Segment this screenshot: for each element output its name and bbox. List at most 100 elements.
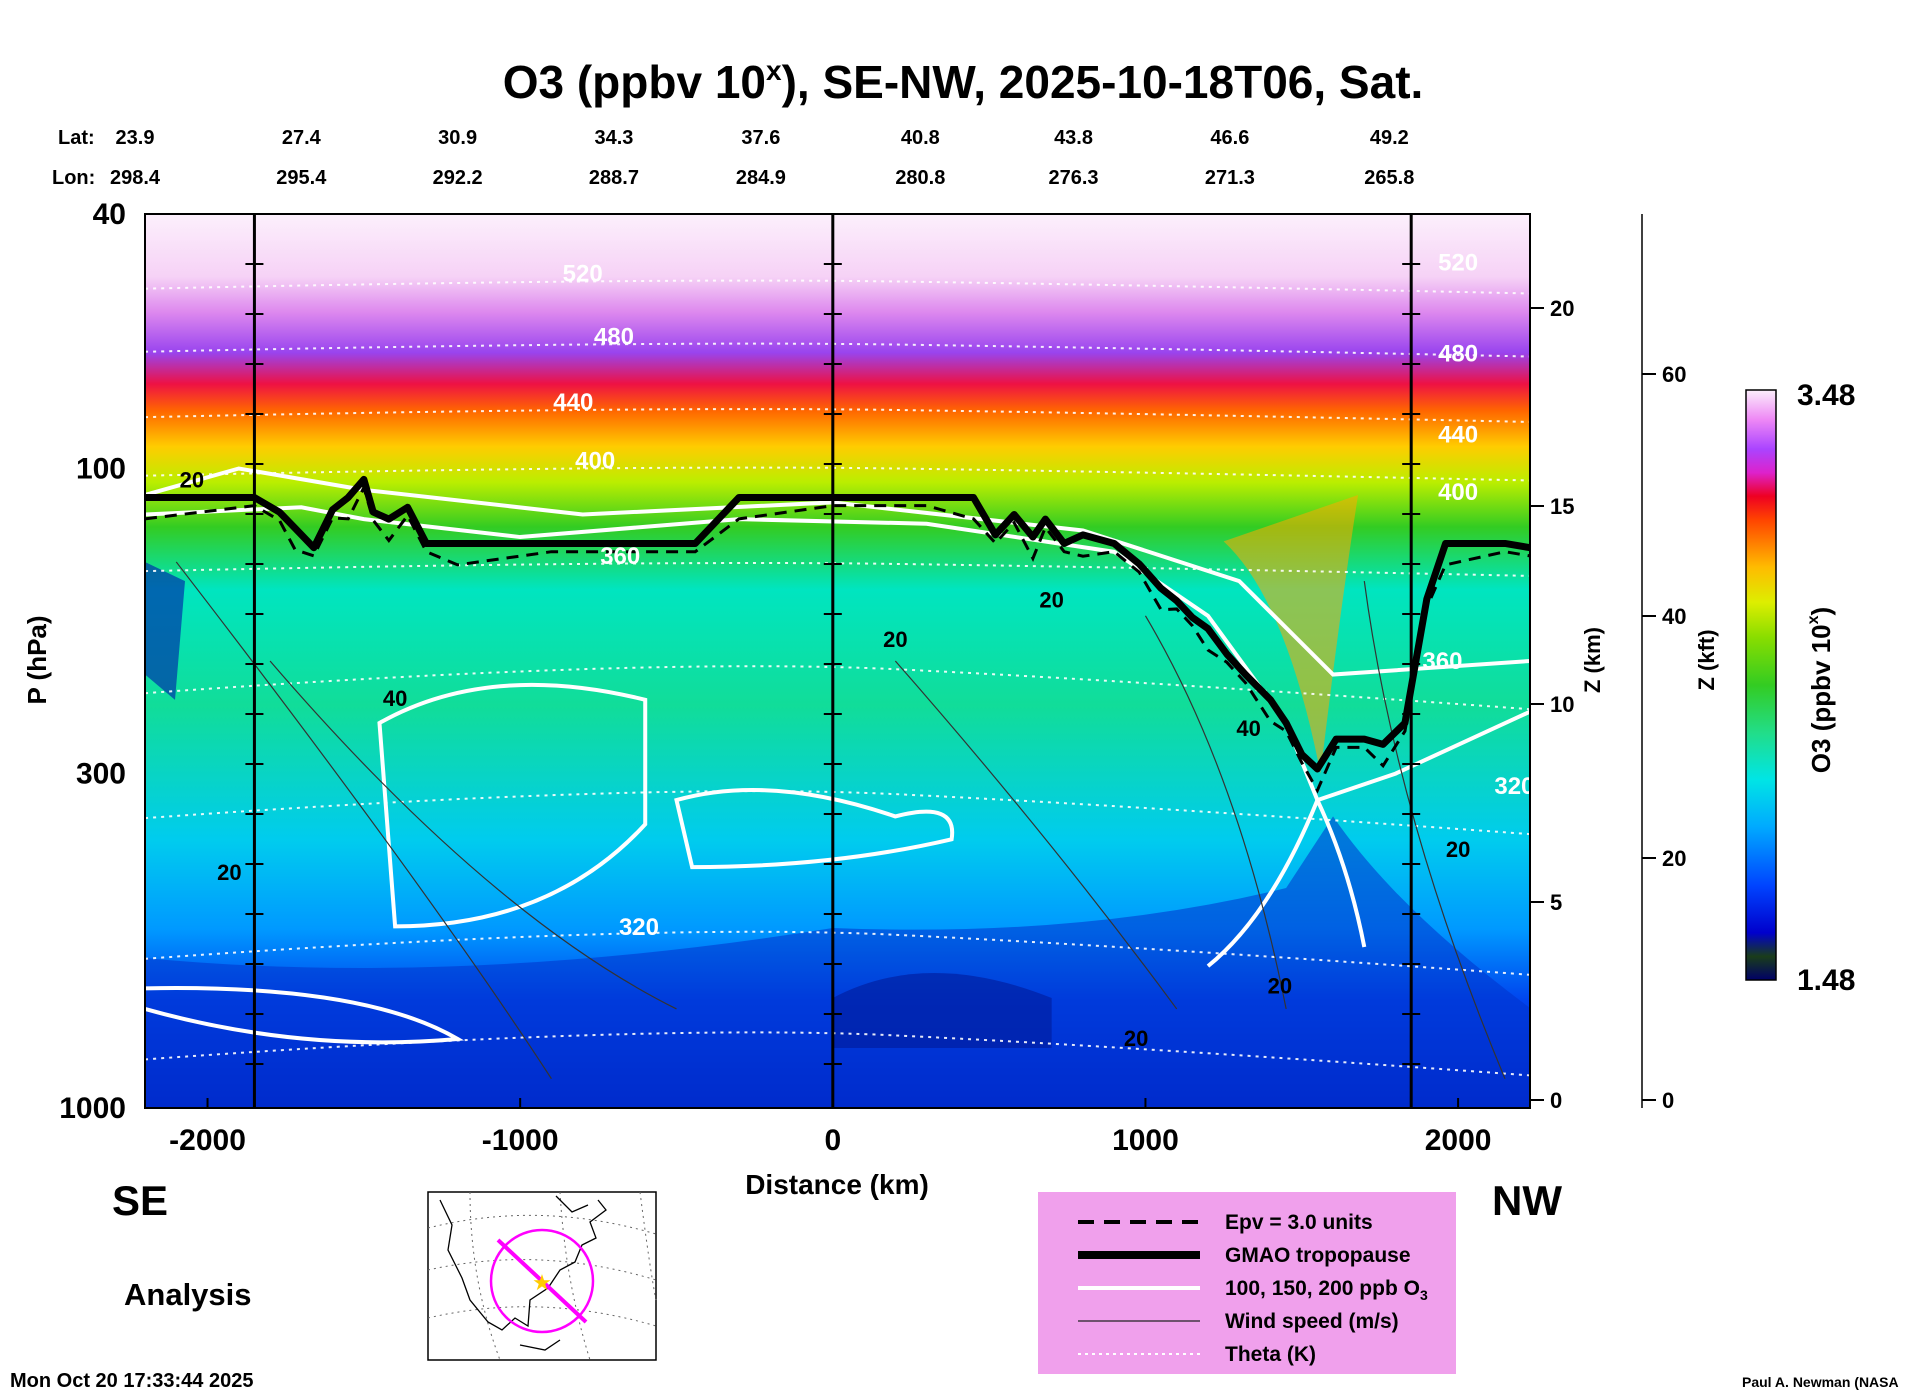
axes: -2000 -1000 0 1000 2000 40 100 300 1000 0 5 10 15 20 0… xyxy=(59,198,1686,1157)
theta-label: 520 xyxy=(1438,249,1478,276)
theta-label: 360 xyxy=(1422,648,1462,675)
locator-map: ★ xyxy=(427,1191,657,1361)
se-label: SE xyxy=(112,1177,168,1224)
theta-line xyxy=(145,1031,1530,1077)
map-star-icon: ★ xyxy=(532,1270,552,1295)
theta-label: 360 xyxy=(600,543,640,570)
z-km-axis-label: Z (km) xyxy=(1580,627,1605,693)
wind-contour xyxy=(1144,615,1287,1010)
z-kft-axis-label: Z (kft) xyxy=(1694,629,1719,690)
lon-value: 265.8 xyxy=(1364,167,1414,189)
x-tick-label: -2000 xyxy=(169,1124,246,1157)
legend-label-epv: Epv = 3.0 units xyxy=(1225,1211,1373,1234)
blue-plume xyxy=(145,561,185,700)
o3-contour xyxy=(145,986,465,1045)
wind-contour xyxy=(269,660,677,1010)
wind-contour xyxy=(894,660,1178,1010)
lat-value: 30.9 xyxy=(438,127,477,149)
lat-value: 37.6 xyxy=(741,127,780,149)
lon-value: 288.7 xyxy=(589,167,639,189)
theta-label: 480 xyxy=(594,324,634,351)
x-tick-label: 1000 xyxy=(1112,1124,1179,1157)
legend-label-theta: Theta (K) xyxy=(1225,1343,1316,1366)
wind-speed-label: 20 xyxy=(1268,973,1292,998)
lat-value: 23.9 xyxy=(116,127,155,149)
analysis-label: Analysis xyxy=(124,1277,252,1312)
lon-value: 284.9 xyxy=(736,167,786,189)
colorbar-max-label: 3.48 xyxy=(1797,379,1855,412)
colorbar-min-label: 1.48 xyxy=(1797,964,1855,997)
theta-label: 440 xyxy=(553,389,593,416)
z-kft-tick-label: 20 xyxy=(1662,846,1686,871)
theta-label: 320 xyxy=(1494,773,1534,800)
wind-speed-label: 40 xyxy=(1236,716,1260,741)
lon-label: Lon: xyxy=(52,167,95,189)
x-tick-label: 2000 xyxy=(1425,1124,1492,1157)
p-tick-label: 1000 xyxy=(59,1092,126,1125)
o3-contour xyxy=(674,787,955,870)
lat-value: 27.4 xyxy=(282,127,322,149)
lon-value: 280.8 xyxy=(895,167,945,189)
credit: Paul A. Newman (NASA xyxy=(1742,1374,1899,1390)
theta-label: 320 xyxy=(619,914,659,941)
z-km-tick-label: 10 xyxy=(1550,692,1574,717)
colorbar-title: O3 (ppbv 10x) xyxy=(1805,607,1836,773)
theta-label: 480 xyxy=(1438,340,1478,367)
o3-contour xyxy=(377,682,648,929)
theta-line xyxy=(145,665,1530,711)
theta-line xyxy=(145,930,1530,976)
wind-speed-label: 20 xyxy=(180,467,204,492)
z-kft-tick-label: 40 xyxy=(1662,604,1686,629)
p-tick-label: 40 xyxy=(93,198,126,231)
contour-overlays: 520 520 480 480 440 440 400 400 360 360 320 320 20 40… xyxy=(145,249,1534,1080)
lat-value: 49.2 xyxy=(1370,127,1409,149)
wind-contour xyxy=(1363,581,1506,1079)
map-transect-line xyxy=(496,1238,588,1324)
legend-label-o3: 100, 150, 200 ppb O3 xyxy=(1225,1277,1428,1303)
z-km-tick-label: 5 xyxy=(1550,890,1562,915)
z-km-tick-label: 15 xyxy=(1550,494,1574,519)
tropopause-line xyxy=(145,475,1530,773)
lat-label: Lat: xyxy=(58,127,95,149)
wind-contour xyxy=(175,561,552,1080)
theta-label: 400 xyxy=(575,447,615,474)
p-tick-label: 100 xyxy=(76,452,126,485)
wind-speed-label: 20 xyxy=(1124,1026,1148,1051)
x-tick-label: 0 xyxy=(824,1124,841,1157)
nw-label: NW xyxy=(1492,1177,1562,1224)
dark-blue-core xyxy=(832,973,1052,1048)
timestamp: Mon Oct 20 17:33:44 2025 xyxy=(10,1370,253,1392)
coastline xyxy=(439,1195,607,1351)
lon-value: 292.2 xyxy=(433,167,483,189)
o3-contour xyxy=(1206,795,1367,968)
theta-label: 520 xyxy=(563,260,603,287)
theta-label: 400 xyxy=(1438,479,1478,506)
z-km-tick-label: 0 xyxy=(1550,1088,1562,1113)
z-kft-tick-label: 60 xyxy=(1662,362,1686,387)
lon-value: 295.4 xyxy=(276,167,327,189)
y-axis-label: P (hPa) xyxy=(22,615,52,704)
map-range-circle xyxy=(489,1228,595,1334)
lat-value: 40.8 xyxy=(901,127,940,149)
theta-line xyxy=(145,790,1530,836)
legend-label-wind: Wind speed (m/s) xyxy=(1225,1310,1399,1333)
legend-label-trop: GMAO tropopause xyxy=(1225,1244,1411,1267)
wind-speed-label: 20 xyxy=(1446,837,1470,862)
lon-value: 271.3 xyxy=(1205,167,1255,189)
z-km-tick-label: 20 xyxy=(1550,296,1574,321)
lon-value: 276.3 xyxy=(1049,167,1099,189)
theta-label: 440 xyxy=(1438,421,1478,448)
wind-speed-label: 20 xyxy=(217,860,241,885)
lat-value: 43.8 xyxy=(1054,127,1093,149)
x-axis-label: Distance (km) xyxy=(745,1169,929,1200)
legend: Epv = 3.0 units GMAO tropopause 100, 150, … xyxy=(1038,1192,1456,1374)
z-kft-tick-label: 0 xyxy=(1662,1088,1674,1113)
colorbar xyxy=(1745,389,1777,981)
lat-value: 34.3 xyxy=(594,127,633,149)
wind-speed-label: 40 xyxy=(383,686,407,711)
p-tick-label: 300 xyxy=(76,758,126,791)
chart-title: O3 (ppbv 10x), SE-NW, 2025-10-18T06, Sat… xyxy=(503,55,1424,108)
lat-lon-row: 23.9 298.4 27.4 295.4 30.9 292.2 34.3 288.7 37.6… xyxy=(110,127,1414,189)
lat-value: 46.6 xyxy=(1210,127,1249,149)
